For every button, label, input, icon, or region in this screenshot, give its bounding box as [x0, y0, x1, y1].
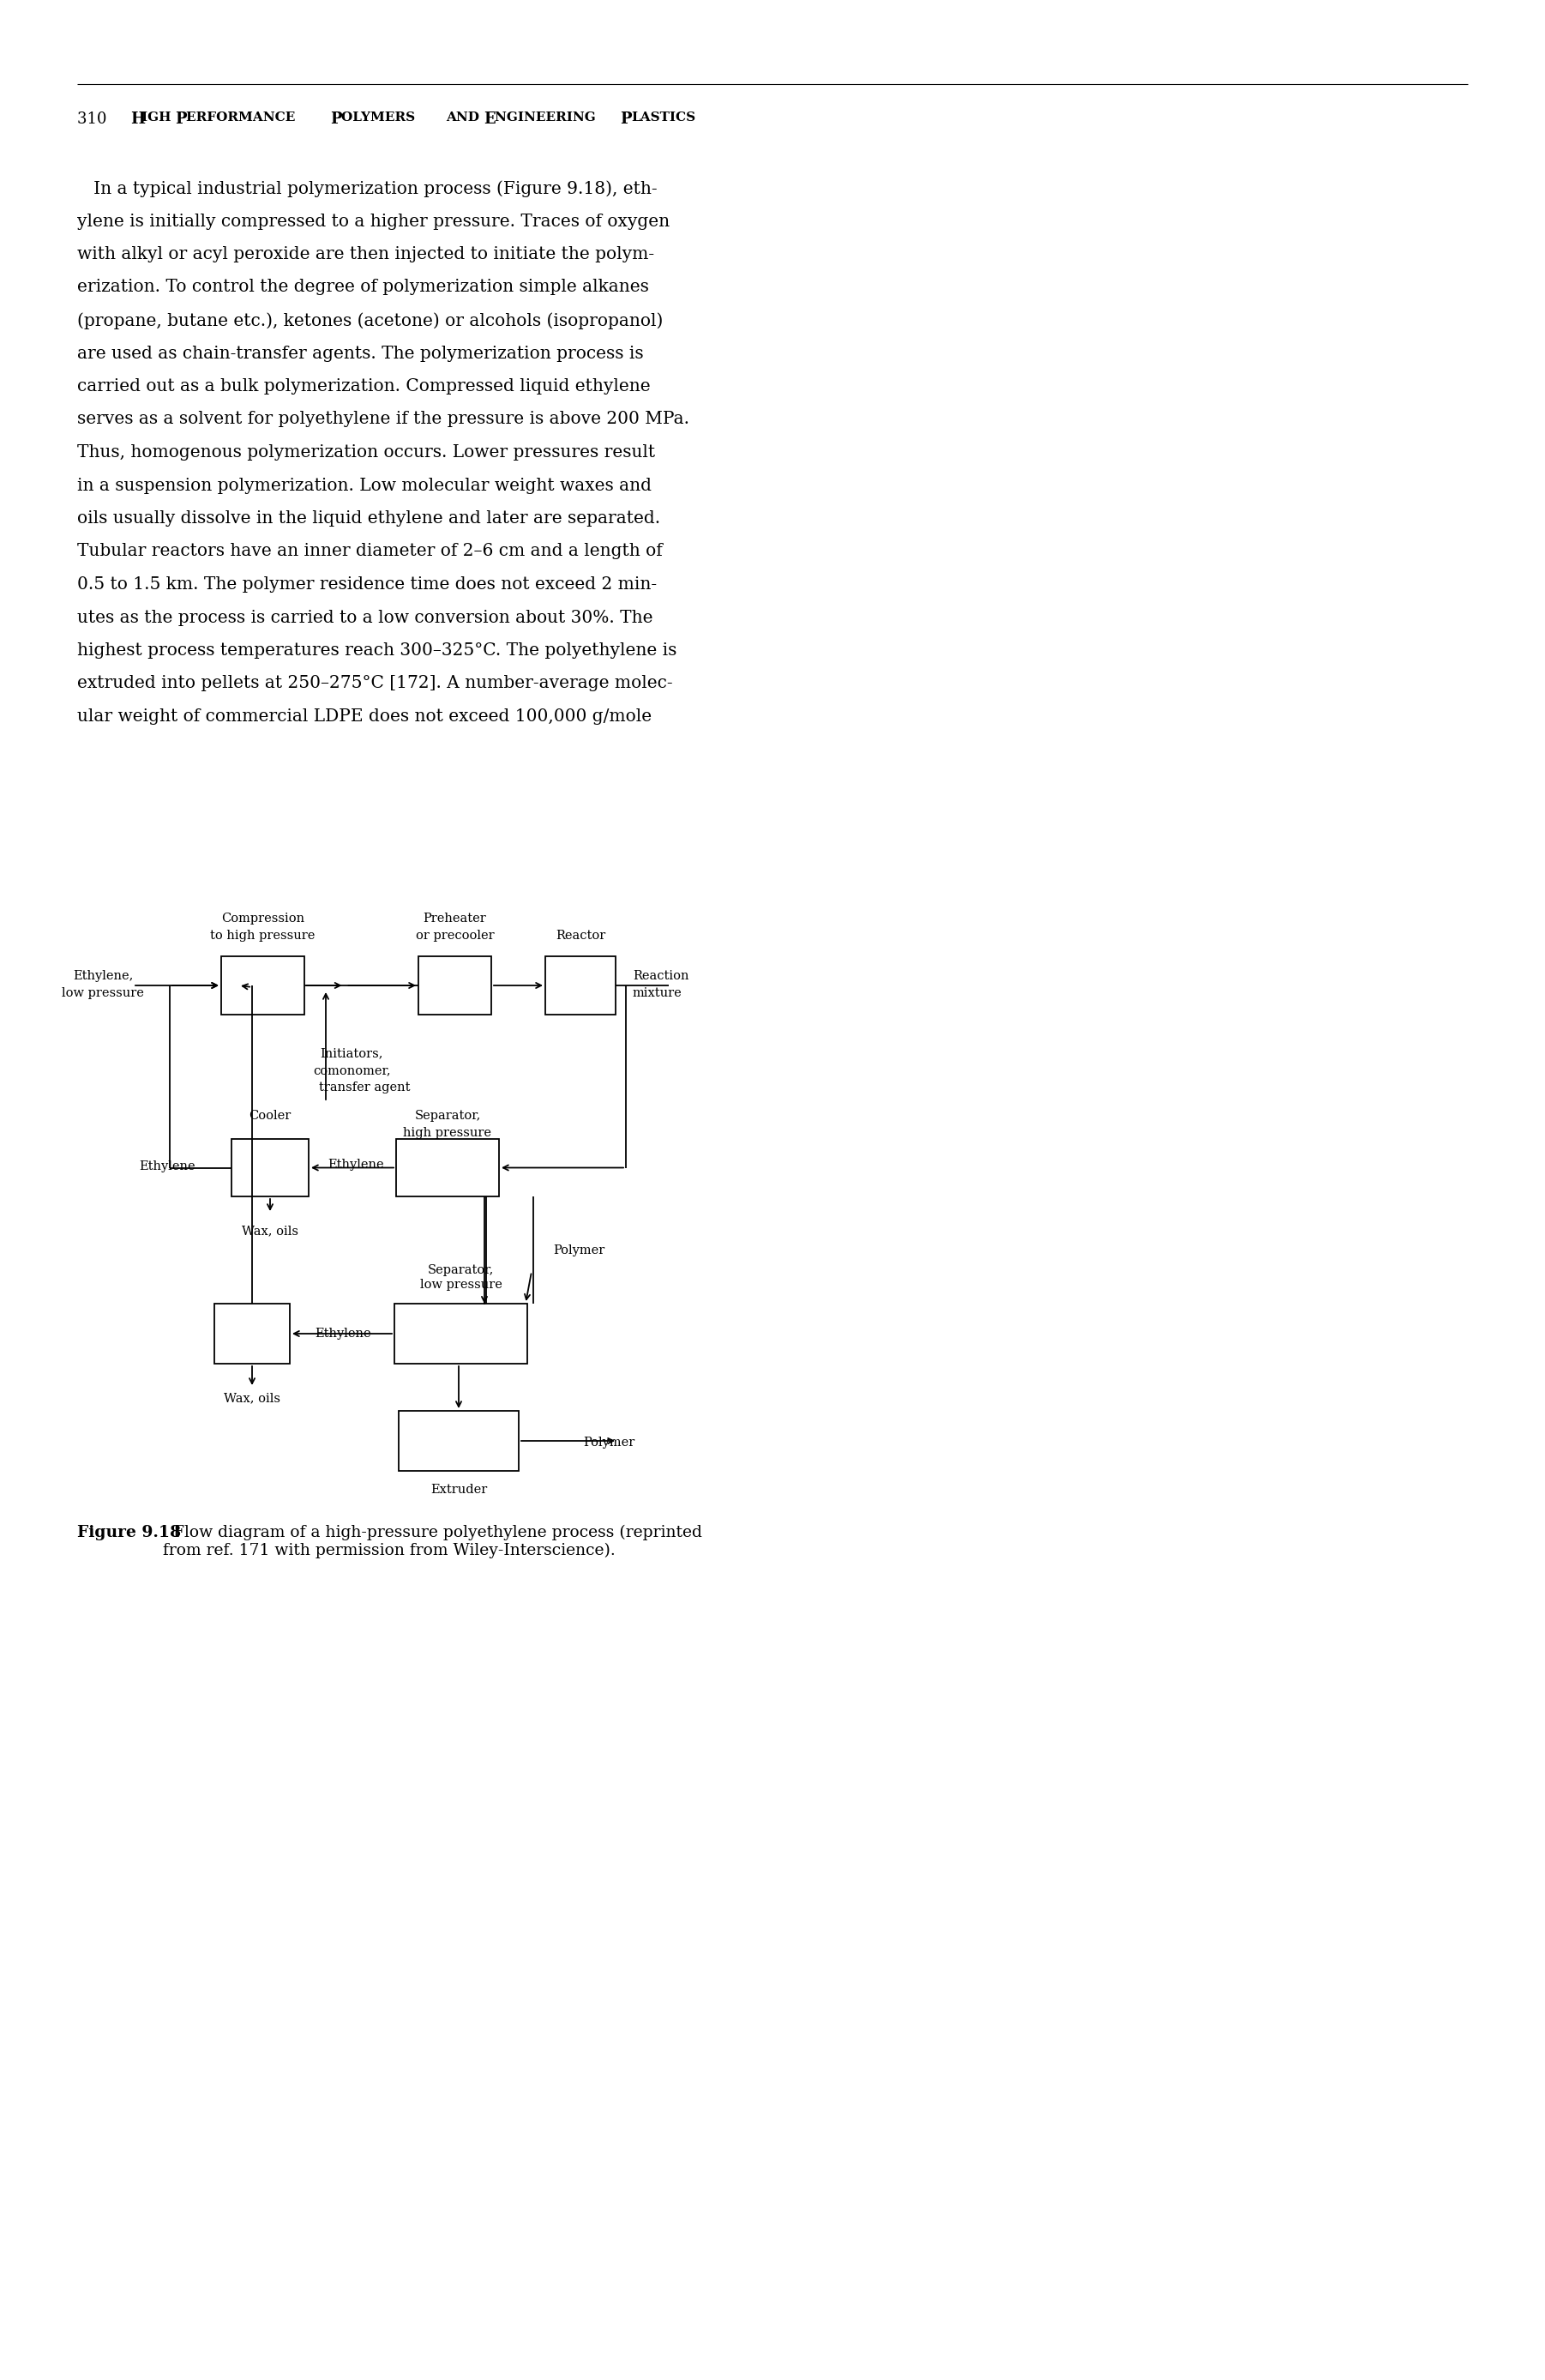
Text: Wax, oils: Wax, oils: [224, 1392, 280, 1404]
Text: (propane, butane etc.), ketones (acetone) or alcohols (isopropanol): (propane, butane etc.), ketones (acetone…: [77, 312, 663, 328]
Text: Cooler: Cooler: [249, 1109, 290, 1121]
Text: carried out as a bulk polymerization. Compressed liquid ethylene: carried out as a bulk polymerization. Co…: [77, 378, 650, 395]
Text: Wax, oils: Wax, oils: [241, 1226, 298, 1238]
Text: Separator,: Separator,: [428, 1264, 494, 1276]
Text: Ethylene: Ethylene: [315, 1328, 371, 1340]
Bar: [221, 957, 304, 1014]
Bar: [396, 1140, 499, 1197]
Text: to high pressure: to high pressure: [210, 931, 315, 942]
Text: mixture: mixture: [633, 988, 683, 1000]
Bar: [399, 1411, 519, 1471]
Text: highest process temperatures reach 300–325°C. The polyethylene is: highest process temperatures reach 300–3…: [77, 643, 677, 659]
Text: IGH: IGH: [142, 112, 176, 124]
Text: Separator,: Separator,: [414, 1109, 480, 1121]
Text: Figure 9.18: Figure 9.18: [77, 1526, 181, 1540]
Text: In a typical industrial polymerization process (Figure 9.18), eth-: In a typical industrial polymerization p…: [77, 181, 657, 198]
Text: comonomer,: comonomer,: [314, 1064, 391, 1076]
Text: low pressure: low pressure: [62, 988, 144, 1000]
Text: ylene is initially compressed to a higher pressure. Traces of oxygen: ylene is initially compressed to a highe…: [77, 214, 669, 228]
Text: Initiators,: Initiators,: [320, 1047, 383, 1059]
Text: Polymer: Polymer: [553, 1245, 604, 1257]
Text: ular weight of commercial LDPE does not exceed 100,000 g/mole: ular weight of commercial LDPE does not …: [77, 709, 652, 726]
Text: P: P: [620, 112, 632, 126]
Text: 310: 310: [77, 112, 122, 126]
Text: P: P: [331, 112, 341, 126]
Text: are used as chain-transfer agents. The polymerization process is: are used as chain-transfer agents. The p…: [77, 345, 644, 362]
Text: LASTICS: LASTICS: [630, 112, 695, 124]
Text: extruded into pellets at 250–275°C [172]. A number-average molec-: extruded into pellets at 250–275°C [172]…: [77, 676, 672, 693]
Text: Flow diagram of a high-pressure polyethylene process (reprinted
from ref. 171 wi: Flow diagram of a high-pressure polyethy…: [162, 1526, 701, 1559]
Text: E: E: [484, 112, 496, 126]
Text: 0.5 to 1.5 km. The polymer residence time does not exceed 2 min-: 0.5 to 1.5 km. The polymer residence tim…: [77, 576, 657, 593]
Text: Reaction: Reaction: [633, 971, 689, 983]
Text: NGINEERING: NGINEERING: [494, 112, 599, 124]
Text: low pressure: low pressure: [420, 1278, 502, 1290]
Text: Polymer: Polymer: [582, 1438, 635, 1449]
Text: Ethylene: Ethylene: [139, 1161, 195, 1173]
Bar: [394, 1304, 527, 1364]
Text: Extruder: Extruder: [431, 1483, 487, 1495]
Text: Compression: Compression: [221, 912, 304, 923]
Bar: [545, 957, 615, 1014]
Bar: [215, 1304, 290, 1364]
Text: P: P: [175, 112, 187, 126]
Text: H: H: [130, 112, 145, 126]
Text: with alkyl or acyl peroxide are then injected to initiate the polym-: with alkyl or acyl peroxide are then inj…: [77, 245, 654, 262]
Text: or precooler: or precooler: [416, 931, 494, 942]
Text: utes as the process is carried to a low conversion about 30%. The: utes as the process is carried to a low …: [77, 609, 654, 626]
Text: AND: AND: [447, 112, 484, 124]
Text: in a suspension polymerization. Low molecular weight waxes and: in a suspension polymerization. Low mole…: [77, 478, 652, 493]
Text: oils usually dissolve in the liquid ethylene and later are separated.: oils usually dissolve in the liquid ethy…: [77, 509, 660, 526]
Text: transfer agent: transfer agent: [318, 1081, 411, 1092]
Text: erization. To control the degree of polymerization simple alkanes: erization. To control the degree of poly…: [77, 278, 649, 295]
Bar: [232, 1140, 309, 1197]
Text: ERFORMANCE: ERFORMANCE: [185, 112, 300, 124]
Text: Thus, homogenous polymerization occurs. Lower pressures result: Thus, homogenous polymerization occurs. …: [77, 445, 655, 462]
Text: Ethylene,: Ethylene,: [73, 971, 133, 983]
Text: Reactor: Reactor: [556, 931, 606, 942]
Text: serves as a solvent for polyethylene if the pressure is above 200 MPa.: serves as a solvent for polyethylene if …: [77, 412, 689, 428]
Text: Preheater: Preheater: [423, 912, 487, 923]
Bar: [419, 957, 491, 1014]
Text: high pressure: high pressure: [403, 1128, 491, 1140]
Text: Ethylene: Ethylene: [328, 1159, 385, 1171]
Text: Tubular reactors have an inner diameter of 2–6 cm and a length of: Tubular reactors have an inner diameter …: [77, 543, 663, 559]
Text: OLYMERS: OLYMERS: [341, 112, 420, 124]
